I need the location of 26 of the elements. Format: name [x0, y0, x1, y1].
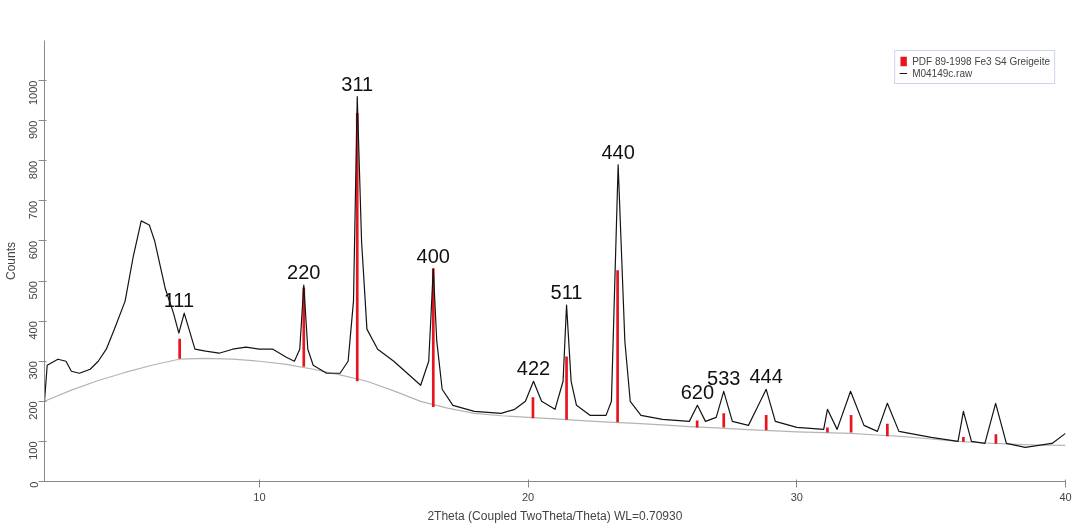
x-tick-label: 40 [1059, 490, 1072, 503]
annotation: 400 [416, 245, 450, 268]
y-tick-label: 100 [27, 441, 40, 460]
y-tick-label: 800 [27, 160, 40, 180]
y-tick-label: 300 [27, 361, 40, 380]
x-tick-label: 10 [253, 490, 266, 503]
y-axis-title: Counts [3, 241, 18, 281]
y-tick-label: 700 [27, 200, 40, 220]
annotation: 220 [287, 261, 321, 284]
y-tick-label: 600 [27, 240, 40, 260]
annotation: 444 [749, 365, 783, 388]
y-tick-label: 1000 [27, 80, 40, 106]
annotation: 511 [550, 281, 583, 304]
legend-label: PDF 89-1998 Fe3 S4 Greigeite [912, 55, 1050, 67]
legend-label: M04149c.raw [912, 67, 973, 79]
y-tick-label: 900 [27, 120, 40, 140]
y-tick-label: 0 [27, 481, 40, 488]
x-axis-title: 2Theta (Coupled TwoTheta/Theta) WL=0.70930 [427, 508, 683, 523]
x-tick-label: 20 [522, 490, 535, 503]
y-tick-label: 200 [27, 401, 40, 420]
annotation: 311 [341, 72, 374, 95]
y-tick-label: 500 [27, 281, 40, 300]
x-tick-label: 30 [790, 490, 803, 503]
y-tick-label: 400 [27, 321, 40, 340]
annotation: 440 [601, 140, 635, 163]
annotation: 422 [516, 357, 551, 380]
